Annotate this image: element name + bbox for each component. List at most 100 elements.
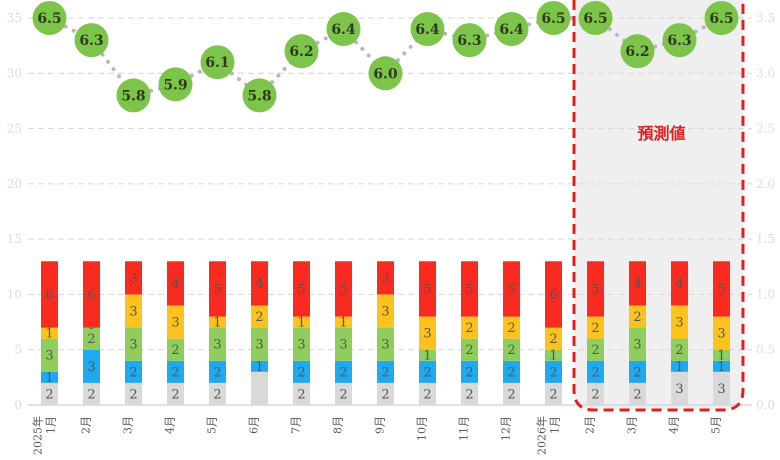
- line-point-label: 6.0: [373, 66, 398, 82]
- bar-segment-blue: [419, 360, 436, 383]
- x-tick-label-line: 1月: [549, 416, 562, 434]
- bar-segment-label: 3: [129, 338, 137, 353]
- bar-segment-label: 2: [129, 365, 137, 380]
- bar-segment-green: [419, 349, 436, 361]
- y-axis-right: 0.0 0.5 1.0 1.5 2.0 2.5 3.0 3.5: [756, 11, 775, 412]
- bar-segment-green: [41, 338, 58, 372]
- bar-segment-green: [335, 327, 352, 361]
- bar-segment-label: 2: [507, 321, 515, 336]
- bar-segment-label: 2: [255, 310, 263, 325]
- bar-segment-label: 2: [297, 387, 305, 402]
- bar-stack: 23206: [83, 261, 100, 405]
- bar-segment-label: 2: [129, 387, 137, 402]
- bar-segment-label: 1: [45, 371, 53, 386]
- x-tick-label-line: 6月: [248, 416, 261, 434]
- forecast-background: [574, 0, 743, 410]
- line-point-label: 6.3: [457, 33, 481, 49]
- bar-segment-label: 2: [297, 365, 305, 380]
- line-point: [200, 45, 235, 80]
- bar-segment-label: 2: [465, 343, 473, 358]
- line-point-label: 5.8: [121, 88, 145, 104]
- y-tick-label-left: 35: [7, 11, 22, 25]
- bar-segment-green: [545, 349, 562, 361]
- bar-segment-label: 2: [423, 365, 431, 380]
- y-tick-label-left: 20: [7, 177, 22, 191]
- bar-segment-gray: [503, 382, 520, 405]
- bar-segment-label: 1: [675, 360, 683, 375]
- line-point: [116, 78, 151, 113]
- bar-segment-gray: [671, 371, 688, 405]
- y-axis-left: 0 5 10 15 20 25 30 35: [7, 11, 22, 412]
- bar-segment-label: 1: [45, 327, 53, 342]
- bar-segment-label: 2: [213, 387, 221, 402]
- bar-segment-label: 2: [171, 365, 179, 380]
- bar-segment-green: [503, 338, 520, 361]
- x-tick-label: 2026年 1月: [535, 416, 562, 455]
- bar-segment-label: 2: [171, 387, 179, 402]
- bar-segment-label: 3: [675, 316, 683, 331]
- bar-segment-gray: [125, 382, 142, 405]
- bar-segment-blue: [503, 360, 520, 383]
- y-tick-label-left: 15: [7, 232, 22, 246]
- bar-segment-red: [545, 261, 562, 328]
- x-tick-label-line: 5月: [206, 416, 219, 434]
- bar-segment-blue: [461, 360, 478, 383]
- line-point-label: 6.4: [415, 22, 440, 38]
- bar-segment-yellow: [335, 316, 352, 328]
- bar-segment-red: [335, 261, 352, 317]
- bar-segment-label: 3: [129, 305, 137, 320]
- bar-stack: 2 2 2 2 5: [503, 261, 520, 405]
- y-tick-label-left: 0: [14, 398, 22, 412]
- x-tick-label: 3月: [122, 416, 135, 434]
- bar-segment-label: 3: [45, 349, 53, 364]
- bar-segment-label: 2: [465, 365, 473, 380]
- bar-segment-gray: [335, 382, 352, 405]
- bar-segment-label: 3: [717, 382, 725, 397]
- line-point-label: 6.4: [499, 22, 524, 38]
- bar-segment-label: 3: [381, 271, 389, 286]
- y-tick-label-right: 0.5: [756, 343, 775, 357]
- bar-segment-gray: [461, 382, 478, 405]
- line-point: [452, 23, 487, 58]
- bar-segment-red: [83, 261, 100, 328]
- bar-segment-label: 3: [339, 338, 347, 353]
- forecast-label: 預測値: [637, 124, 685, 143]
- x-tick-label-line: 4月: [668, 416, 681, 434]
- bar-segment-green: [713, 349, 730, 361]
- bar-segment-label: 2: [465, 321, 473, 336]
- bar-segment-yellow: [167, 305, 184, 339]
- bar-segment-label: 6: [87, 288, 95, 303]
- bar-segment-label: 3: [675, 382, 683, 397]
- bar-segment-red: [125, 261, 142, 295]
- bar-segment-label: 2: [87, 387, 95, 402]
- y-tick-label-right: 2.5: [756, 122, 775, 136]
- bar-segment-label: 4: [675, 277, 683, 292]
- x-tick-label: 4月: [668, 416, 681, 434]
- bar-segment-label: 6: [549, 288, 557, 303]
- bar-segment-label: 2: [549, 365, 557, 380]
- bar-stack: 1 3 2 4: [251, 261, 268, 405]
- bar-segment-green: [125, 327, 142, 361]
- y-tick-label-right: 2.0: [756, 177, 775, 191]
- bar-segment-blue: [167, 360, 184, 383]
- bar-segment-label: 3: [717, 327, 725, 342]
- bar-stack: 2 2 2 2 5: [461, 261, 478, 405]
- bar-stack: 2 2 3 1 5: [209, 261, 226, 405]
- bar-segment-yellow: [209, 316, 226, 328]
- line-point: [536, 1, 571, 35]
- line-point-label: 6.5: [541, 11, 565, 27]
- y-tick-label-right: 1.5: [756, 232, 775, 246]
- bar-stack: 2 2 3 3 3: [125, 261, 142, 405]
- bar-segment-red: [503, 261, 520, 317]
- bar-segment-label: 5: [423, 282, 431, 297]
- bar-segment-label: 5: [213, 282, 221, 297]
- bar-segment-green: [293, 327, 310, 361]
- bar-segment-label: 3: [129, 271, 137, 286]
- bar-segment-label: 2: [507, 387, 515, 402]
- bar-segment-label: 2: [633, 310, 641, 325]
- bar-segment-green: [671, 338, 688, 361]
- bar-segment-red: [629, 261, 646, 306]
